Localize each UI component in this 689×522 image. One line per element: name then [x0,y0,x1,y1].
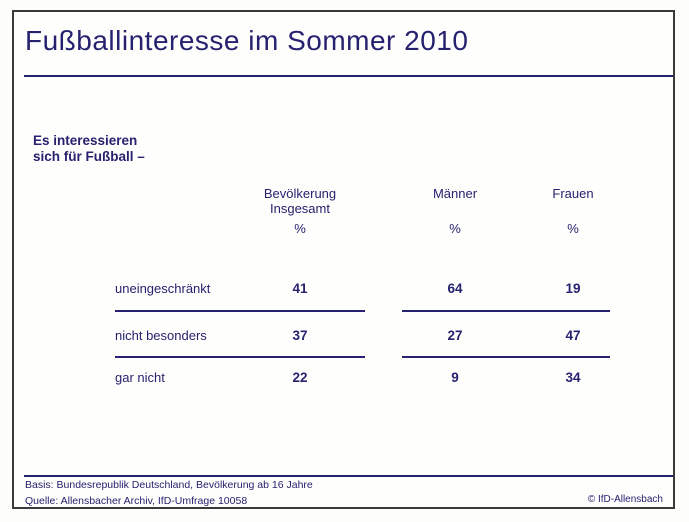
table-caption-line2: sich für Fußball – [33,149,145,164]
row-divider [402,356,610,358]
row-divider [115,356,365,358]
unit-label: % [567,221,579,236]
table-cell: 19 [565,281,581,296]
slide-frame: Fußballinteresse im Sommer 2010 Es inter… [12,10,675,509]
row-divider [115,310,365,312]
table-cell: 9 [451,370,459,385]
basis-note: Basis: Bundesrepublik Deutschland, Bevöl… [25,479,313,491]
column-header-line2: Insgesamt [270,201,330,216]
footer-divider [24,475,673,477]
page-title: Fußballinteresse im Sommer 2010 [25,25,469,56]
table-cell: 41 [292,281,308,296]
column-header-bevoelkerung: Bevölkerung Insgesamt [235,186,365,216]
table-cell: 37 [292,328,308,343]
table-caption: Es interessieren sich für Fußball – [33,133,145,165]
copyright-note: © IfD-Allensbach [587,494,663,505]
table-cell: 27 [447,328,463,343]
column-header-line1: Bevölkerung [263,186,337,201]
row-label-nicht-besonders: nicht besonders [115,328,207,343]
column-header-line1: Männer [432,186,478,201]
table-cell: 64 [447,281,463,296]
column-header-frauen: Frauen [508,186,638,201]
title-divider [24,75,673,77]
table-cell: 22 [292,370,308,385]
column-header-maenner: Männer [390,186,520,201]
unit-label: % [449,221,461,236]
table-caption-line1: Es interessieren [33,133,138,148]
column-header-line1: Frauen [552,186,594,201]
unit-label: % [294,221,306,236]
source-note: Quelle: Allensbacher Archiv, IfD-Umfrage… [25,495,248,507]
row-divider [402,310,610,312]
row-label-gar-nicht: gar nicht [115,370,165,385]
table-cell: 34 [565,370,581,385]
table-cell: 47 [565,328,581,343]
row-label-uneingeschraenkt: uneingeschränkt [115,281,211,296]
